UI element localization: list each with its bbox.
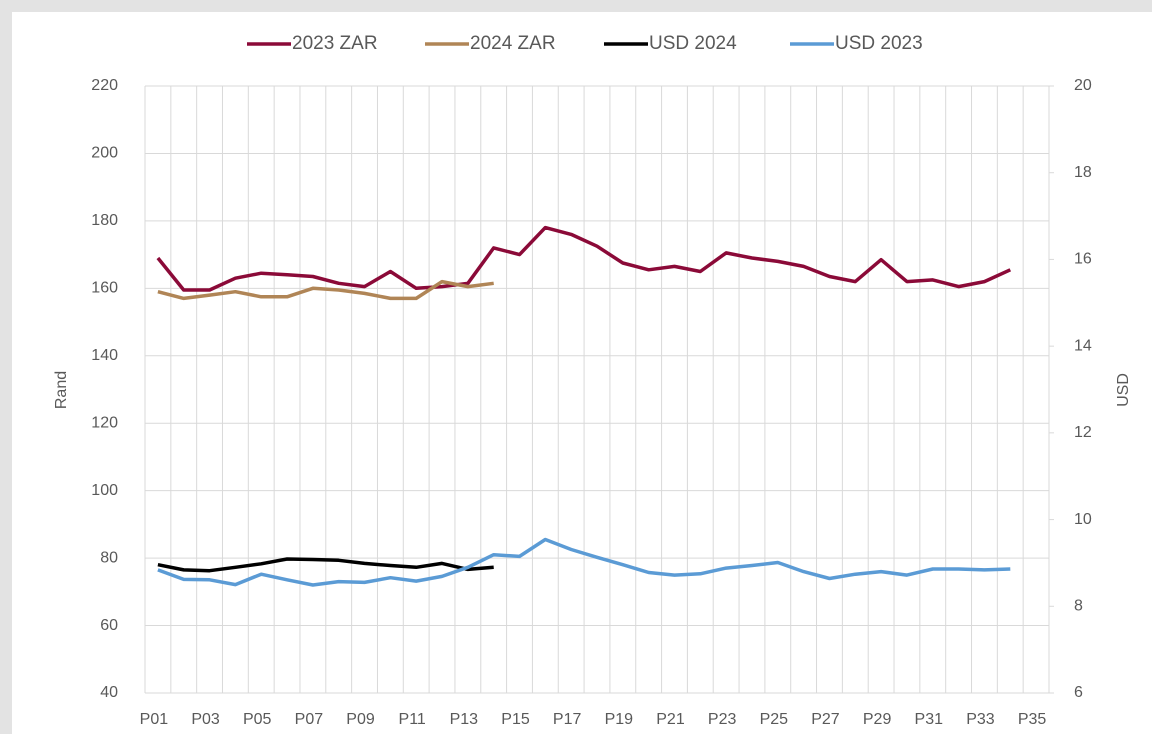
y-tick-label: 160 (91, 280, 118, 297)
legend-label: 2024 ZAR (470, 33, 556, 54)
x-tick-label: P15 (501, 711, 530, 728)
y-tick-label: 120 (91, 414, 118, 431)
x-tick-label: P05 (243, 711, 272, 728)
x-tick-label: P25 (760, 711, 789, 728)
y2-tick-label: 6 (1074, 684, 1083, 701)
y2-tick-label: 16 (1074, 251, 1092, 268)
x-tick-label: P01 (140, 711, 169, 728)
y-tick-label: 180 (91, 212, 118, 229)
y2-tick-label: 12 (1074, 424, 1092, 441)
y2-tick-label: 14 (1074, 337, 1092, 354)
legend-label: USD 2023 (835, 33, 923, 54)
x-tick-label: P03 (191, 711, 220, 728)
x-tick-label: P11 (399, 711, 426, 728)
y-tick-label: 80 (100, 549, 118, 566)
plot-panel (12, 12, 1152, 734)
y-tick-label: 100 (91, 482, 118, 499)
x-tick-label: P31 (915, 711, 944, 728)
x-tick-label: P07 (295, 711, 324, 728)
line-series (156, 225, 1012, 292)
y-axis-label: Rand (53, 371, 70, 409)
legend-label: 2023 ZAR (292, 33, 378, 54)
x-tick-label: P09 (346, 711, 375, 728)
y2-tick-label: 18 (1074, 164, 1092, 181)
x-tick-label: P33 (966, 711, 995, 728)
x-tick-label: P13 (450, 711, 479, 728)
line-series (157, 279, 494, 301)
legend-label: USD 2024 (649, 33, 737, 54)
x-tick-label: P21 (656, 711, 685, 728)
line-series (157, 557, 494, 573)
x-tick-label: P35 (1018, 711, 1047, 728)
y-tick-label: 140 (91, 347, 118, 364)
line-series (157, 537, 1011, 587)
x-tick-label: P23 (708, 711, 737, 728)
y-tick-label: 200 (91, 145, 118, 162)
y2-axis-label: USD (1115, 373, 1132, 407)
y-tick-label: 60 (100, 617, 118, 634)
y-tick-label: 40 (100, 684, 118, 701)
y-tick-label: 220 (91, 77, 118, 94)
y2-tick-label: 10 (1074, 511, 1092, 528)
x-tick-label: P29 (863, 711, 892, 728)
y2-tick-label: 20 (1074, 77, 1092, 94)
x-tick-label: P17 (553, 711, 582, 728)
x-tick-label: P27 (811, 711, 840, 728)
x-tick-label: P19 (605, 711, 634, 728)
y2-tick-label: 8 (1074, 598, 1083, 615)
